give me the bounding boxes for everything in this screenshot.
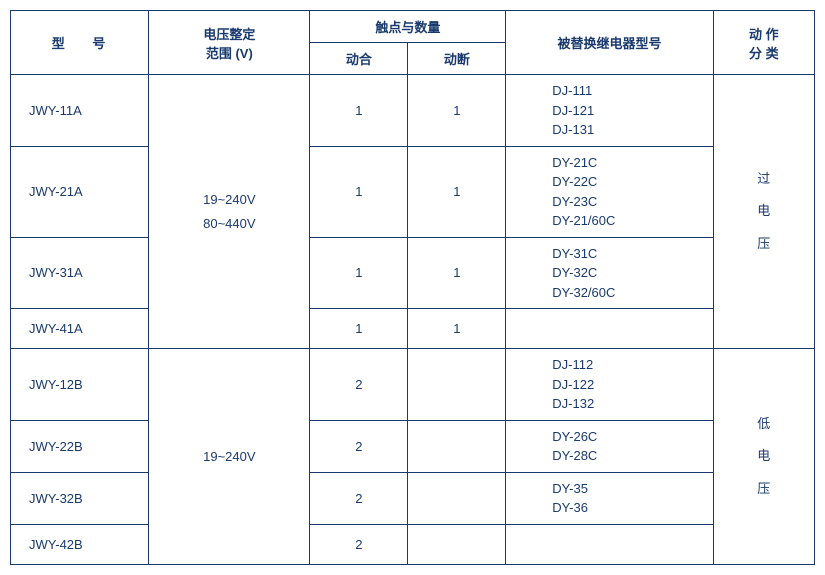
model-cell: JWY-32B [11,472,149,524]
replaced-item: DJ-131 [552,120,704,140]
category-under-l1: 低 [722,408,806,441]
voltage-range-cell-b: 19~240V [149,349,310,565]
header-category-l2: 分 类 [722,43,806,62]
category-over-l2: 电 [722,195,806,228]
table-row: JWY-22B 2 DY-26CDY-28C [11,420,815,472]
replaced-item: DY-32/60C [552,283,704,303]
close-contact-cell: 1 [310,237,408,309]
header-voltage-range-l1: 电压整定 [157,24,301,43]
replaced-item: DJ-111 [552,81,704,101]
replaced-item: DJ-112 [552,355,704,375]
model-cell: JWY-42B [11,524,149,564]
replaced-item: DY-36 [552,498,704,518]
model-cell: JWY-22B [11,420,149,472]
category-over-l1: 过 [722,163,806,196]
replaced-item: DJ-121 [552,101,704,121]
category-under-l3: 压 [722,473,806,506]
close-contact-cell: 1 [310,146,408,237]
col-contacts-group: 触点与数量 [310,11,506,43]
close-contact-cell: 1 [310,75,408,147]
col-voltage-range: 电压整定 范围 (V) [149,11,310,75]
open-contact-cell [408,420,506,472]
close-contact-cell: 2 [310,420,408,472]
voltage-range-cell-a: 19~240V80~440V [149,75,310,349]
open-contact-cell: 1 [408,75,506,147]
table-row: JWY-12B19~240V2DJ-112DJ-122DJ-132低电压 [11,349,815,421]
model-cell: JWY-11A [11,75,149,147]
category-under-l2: 电 [722,440,806,473]
spec-table: 型 号 电压整定 范围 (V) 触点与数量 被替换继电器型号 动 作 分 类 动… [10,10,815,565]
replaced-cell: DY-31CDY-32CDY-32/60C [506,237,713,309]
replaced-cell: DJ-111DJ-121DJ-131 [506,75,713,147]
model-cell: JWY-12B [11,349,149,421]
replaced-item: DY-23C [552,192,704,212]
replaced-item: DJ-122 [552,375,704,395]
replaced-cell: DY-35DY-36 [506,472,713,524]
model-cell: JWY-21A [11,146,149,237]
close-contact-cell: 1 [310,309,408,349]
replaced-cell: DY-21CDY-22CDY-23CDY-21/60C [506,146,713,237]
open-contact-cell: 1 [408,309,506,349]
open-contact-cell: 1 [408,146,506,237]
replaced-item: DY-28C [552,446,704,466]
header-category-l1: 动 作 [722,24,806,43]
header-model: 型 号 [52,36,118,51]
replaced-cell: DY-26CDY-28C [506,420,713,472]
table-row: JWY-11A19~240V80~440V11DJ-111DJ-121DJ-13… [11,75,815,147]
replaced-cell: DJ-112DJ-122DJ-132 [506,349,713,421]
category-under-cell: 低电压 [713,349,814,565]
category-over-cell: 过电压 [713,75,814,349]
table-row: JWY-42B 2 [11,524,815,564]
replaced-item: DY-35 [552,479,704,499]
table-row: JWY-41A 11 [11,309,815,349]
open-contact-cell [408,524,506,564]
open-contact-cell: 1 [408,237,506,309]
close-contact-cell: 2 [310,349,408,421]
table-header: 型 号 电压整定 范围 (V) 触点与数量 被替换继电器型号 动 作 分 类 动… [11,11,815,75]
model-cell: JWY-31A [11,237,149,309]
replaced-item: DY-22C [552,172,704,192]
close-contact-cell: 2 [310,472,408,524]
close-contact-cell: 2 [310,524,408,564]
table-row: JWY-32B 2 DY-35DY-36 [11,472,815,524]
replaced-item: DY-32C [552,263,704,283]
col-open-contact: 动断 [408,43,506,75]
voltage-range-a-l1: 19~240V [157,188,301,211]
header-voltage-range-l2: 范围 (V) [157,43,301,62]
model-cell: JWY-41A [11,309,149,349]
replaced-item: DY-31C [552,244,704,264]
open-contact-cell [408,349,506,421]
table-row: JWY-31A11DY-31CDY-32CDY-32/60C [11,237,815,309]
table-row: JWY-21A11DY-21CDY-22CDY-23CDY-21/60C [11,146,815,237]
col-category: 动 作 分 类 [713,11,814,75]
voltage-range-a-l2: 80~440V [157,212,301,235]
col-replaced: 被替换继电器型号 [506,11,713,75]
replaced-item: DY-26C [552,427,704,447]
replaced-item: DY-21C [552,153,704,173]
replaced-item: DY-21/60C [552,211,704,231]
replaced-item: DJ-132 [552,394,704,414]
replaced-cell [506,524,713,564]
replaced-cell [506,309,713,349]
col-close-contact: 动合 [310,43,408,75]
category-over-l3: 压 [722,228,806,261]
table-body: JWY-11A19~240V80~440V11DJ-111DJ-121DJ-13… [11,75,815,565]
open-contact-cell [408,472,506,524]
col-model: 型 号 [11,11,149,75]
